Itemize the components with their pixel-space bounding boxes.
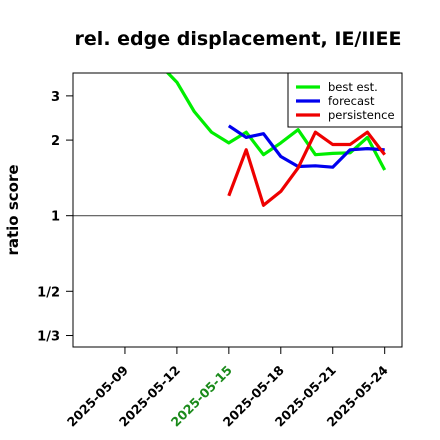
legend-label: persistence: [328, 108, 395, 122]
legend-label: forecast: [328, 94, 375, 108]
plot-frame: [72, 72, 403, 348]
chart-title: rel. edge displacement, IE/IIEE: [75, 28, 402, 50]
y-tick-label: 3: [51, 90, 60, 105]
y-tick-label: 1: [51, 210, 60, 225]
y-tick-label: 1/2: [37, 285, 60, 300]
y-axis-label: ratio score: [4, 164, 22, 255]
y-tick-label: 1/3: [37, 330, 60, 345]
legend-label: best est.: [328, 80, 378, 94]
series-line-forecast: [227, 124, 385, 169]
y-tick-label: 2: [51, 134, 60, 149]
series-line-persistence: [227, 130, 386, 207]
